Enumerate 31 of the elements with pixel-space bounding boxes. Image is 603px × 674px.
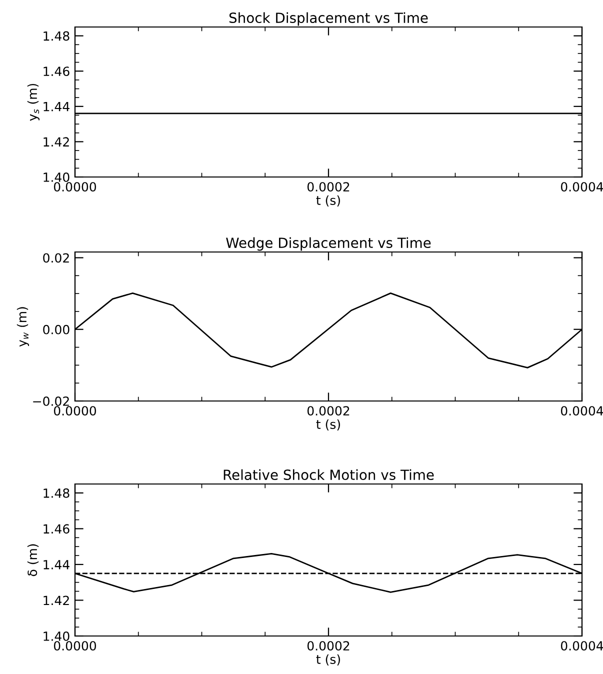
x-tick-label: 0.0000 (54, 641, 96, 651)
y-tick-label: 1.46 (44, 524, 70, 534)
x-axis-title: t (s) (316, 419, 340, 430)
chart-title: Relative Shock Motion vs Time (224, 469, 434, 480)
y-tick-label: 0.02 (43, 253, 69, 263)
y-tick-label: 1.48 (44, 488, 70, 498)
x-axis-title: t (s) (316, 195, 340, 206)
y-tick-label: 1.44 (44, 102, 70, 112)
x-tick-label: 0.0002 (307, 182, 350, 192)
x-tick-label: 0.0004 (560, 641, 603, 651)
chart-title: Shock Displacement vs Time (229, 12, 428, 26)
y-axis-title: y$_{s}$ (m) (27, 84, 40, 121)
y-tick-label: 1.44 (44, 560, 70, 570)
y-tick-label: 1.42 (44, 137, 69, 146)
x-tick-label: 0.0000 (54, 182, 96, 192)
y-tick-label: 1.40 (44, 631, 70, 641)
y-axis-title: y$_{w}$ (m) (16, 307, 30, 347)
x-tick-label: 0.0002 (307, 406, 350, 416)
x-tick-label: 0.0000 (54, 406, 96, 416)
x-tick-label: 0.0004 (560, 182, 603, 192)
y-tick-label: 0.00 (43, 324, 70, 334)
y-tick-label: −0.02 (33, 396, 69, 406)
x-axis-title: t (s) (316, 654, 340, 666)
x-tick-label: 0.0002 (307, 641, 350, 651)
y-axis-title: δ (m) (27, 544, 39, 576)
x-tick-label: 0.0004 (560, 406, 603, 416)
y-tick-label: 1.46 (44, 66, 70, 76)
chart-title: Wedge Displacement vs Time (226, 237, 431, 251)
y-tick-label: 1.48 (44, 31, 70, 41)
y-tick-label: 1.42 (44, 596, 69, 605)
y-tick-label: 1.40 (44, 172, 70, 182)
